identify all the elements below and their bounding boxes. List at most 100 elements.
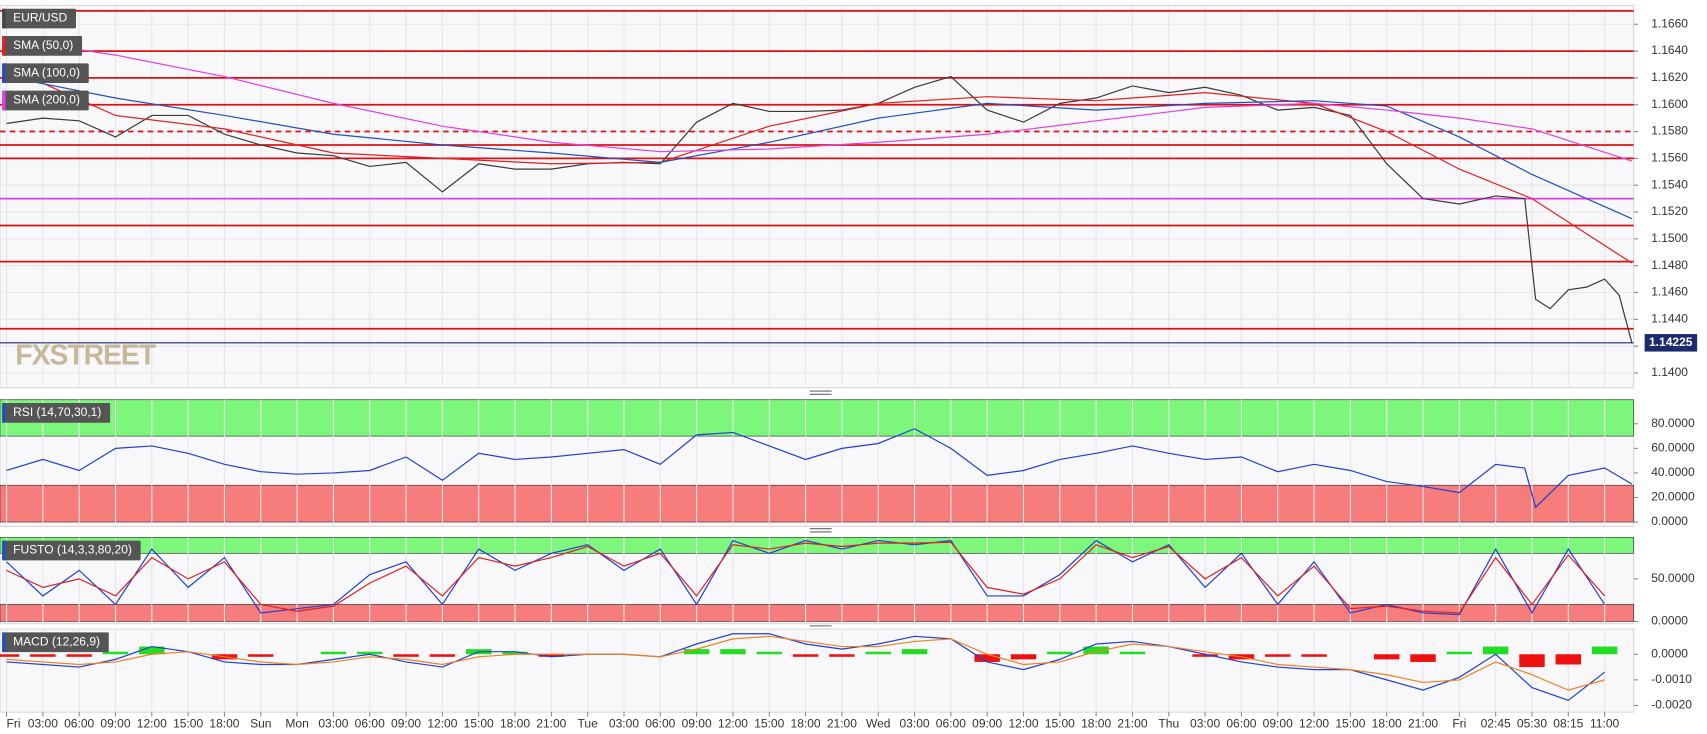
- histogram-bar: [102, 651, 129, 655]
- y-tick-label: 1.1400: [1651, 365, 1688, 379]
- legend-label: SMA (100,0): [13, 65, 80, 79]
- y-tick-label: -0.0010: [1651, 672, 1692, 686]
- legend-chip: [2, 540, 141, 561]
- y-tick-label: 0.0000: [1651, 614, 1688, 628]
- histogram-bar: [792, 654, 819, 657]
- x-tick-label: 03:00: [28, 716, 58, 730]
- histogram-bar: [756, 651, 782, 655]
- histogram-bar: [901, 649, 928, 655]
- x-tick-label: 18:00: [791, 716, 821, 730]
- x-tick-label: 06:00: [1226, 716, 1256, 730]
- x-tick-label: 08:15: [1553, 716, 1583, 730]
- x-tick-label: 12:00: [718, 716, 748, 730]
- x-tick-label: 18:00: [1372, 716, 1402, 730]
- x-tick-label: 15:00: [464, 716, 494, 730]
- legend-label: RSI (14,70,30,1): [13, 405, 101, 419]
- x-tick-label: 03:00: [318, 716, 348, 730]
- y-tick-label: 1.1580: [1651, 124, 1688, 138]
- x-tick-label: 15:00: [1045, 716, 1075, 730]
- histogram-bar: [1519, 654, 1545, 668]
- last-price-label: 1.14225: [1649, 335, 1693, 349]
- x-tick-label: Fri: [7, 716, 21, 730]
- histogram-bar: [1192, 654, 1218, 657]
- x-tick-label: 12:00: [1299, 716, 1329, 730]
- y-tick-label: 20.0000: [1651, 490, 1695, 504]
- histogram-bar: [248, 654, 274, 657]
- legend-color: [2, 540, 6, 561]
- series-line: [6, 541, 1606, 614]
- x-tick-label: 09:00: [1263, 716, 1293, 730]
- series-line: [6, 539, 1606, 616]
- x-tick-label: 21:00: [1408, 716, 1438, 730]
- legend-color: [2, 403, 6, 423]
- x-tick-label: 09:00: [972, 716, 1002, 730]
- histogram-bar: [538, 654, 565, 657]
- y-tick-label: 1.1540: [1651, 177, 1688, 191]
- histogram-bar: [1083, 646, 1109, 655]
- y-tick-label: 1.1620: [1651, 70, 1688, 84]
- last-price-tag: [1644, 334, 1698, 352]
- histogram-bar: [829, 654, 855, 657]
- y-tick-label: 0.0000: [1651, 514, 1688, 528]
- x-tick-label: Fri: [1452, 716, 1466, 730]
- histogram-bar: [1410, 654, 1436, 662]
- x-tick-label: 12:00: [137, 716, 167, 730]
- x-tick-label: 18:00: [209, 716, 239, 730]
- legend-color: [2, 90, 6, 111]
- x-tick-label: 15:00: [1335, 716, 1365, 730]
- y-tick-label: 1.1480: [1651, 258, 1688, 272]
- x-tick-label: 06:00: [645, 716, 675, 730]
- histogram-bar: [683, 649, 710, 655]
- y-tick-label: 1.1660: [1651, 16, 1688, 30]
- histogram-bar: [502, 651, 528, 655]
- x-tick-label: 06:00: [936, 716, 966, 730]
- x-tick-label: 06:00: [355, 716, 385, 730]
- series-line: [6, 428, 1633, 509]
- histogram-bar: [393, 654, 419, 657]
- x-tick-label: Sun: [250, 716, 271, 730]
- panel-background: [0, 628, 1635, 713]
- histogram-bar: [1119, 651, 1146, 655]
- histogram-bar: [1265, 654, 1291, 657]
- histogram-bar: [1047, 651, 1073, 655]
- legend-label: EUR/USD: [13, 11, 67, 25]
- y-tick-label: 0.0000: [1651, 646, 1688, 660]
- x-tick-label: Tue: [578, 716, 599, 730]
- legend-color: [2, 36, 6, 56]
- x-tick-label: 18:00: [1081, 716, 1111, 730]
- x-tick-label: 02:45: [1481, 716, 1511, 730]
- series-line: [6, 75, 1633, 343]
- panel-background: [0, 4, 1635, 389]
- histogram-bar: [66, 654, 92, 657]
- legend-chip: [2, 403, 111, 423]
- histogram-bar: [1010, 654, 1037, 660]
- x-tick-label: Mon: [285, 716, 308, 730]
- histogram-bar: [0, 654, 20, 657]
- x-tick-label: 11:00: [1590, 716, 1620, 730]
- x-tick-label: 21:00: [827, 716, 857, 730]
- legend-chip: [2, 8, 77, 29]
- y-tick-label: -0.0020: [1651, 698, 1692, 712]
- zone: [0, 604, 1635, 622]
- legend-color: [2, 8, 6, 29]
- y-tick-label: 50.0000: [1651, 571, 1695, 585]
- y-tick-label: 1.1640: [1651, 43, 1688, 57]
- y-tick-label: 40.0000: [1651, 465, 1695, 479]
- histogram-bar: [1446, 651, 1473, 655]
- histogram-bar: [1373, 654, 1400, 660]
- x-tick-label: 21:00: [1117, 716, 1147, 730]
- y-tick-label: 1.1500: [1651, 231, 1688, 245]
- series-line: [6, 75, 1633, 220]
- histogram-bar: [1555, 654, 1582, 665]
- histogram-bar: [720, 649, 746, 655]
- x-tick-label: 15:00: [173, 716, 203, 730]
- histogram-bar: [30, 654, 56, 657]
- x-tick-label: 09:00: [391, 716, 421, 730]
- histogram-bar: [1482, 646, 1509, 655]
- watermark: FXSTREET: [15, 340, 156, 372]
- x-tick-label: 15:00: [754, 716, 784, 730]
- legend-label: SMA (50,0): [13, 38, 73, 52]
- histogram-bar: [429, 654, 456, 657]
- legend-label: MACD (12,26,9): [13, 634, 100, 648]
